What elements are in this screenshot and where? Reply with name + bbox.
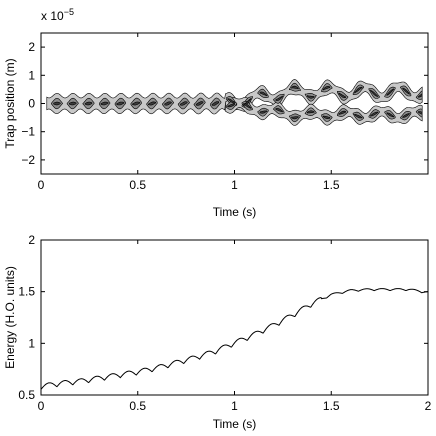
energy-x-tick-label: 0.5 bbox=[129, 399, 146, 413]
contour-fill-group bbox=[46, 79, 423, 126]
contour-panel: 0 0.5 1 1.5 2 1 0 −1 −2 x 10−5 Time (s) Trap pos… bbox=[3, 7, 429, 219]
contour-x-tick-label: 1.5 bbox=[323, 178, 340, 192]
contour-level-3-region bbox=[164, 101, 172, 106]
contour-level-3-region bbox=[275, 108, 283, 113]
contour-level-3-region bbox=[402, 87, 410, 95]
contour-level-3-region bbox=[386, 88, 394, 96]
contour-level-3-region bbox=[402, 113, 410, 118]
contour-level-3-region bbox=[53, 101, 61, 106]
contour-level-3-region bbox=[84, 101, 93, 106]
contour-level-3-region bbox=[291, 116, 299, 120]
contour-level-3-region bbox=[354, 113, 363, 119]
contour-level-3-region bbox=[291, 85, 299, 90]
contour-level-3-region bbox=[322, 115, 331, 120]
energy-y-tick-label: 0.5 bbox=[18, 388, 35, 402]
energy-x-tick-label: 1.5 bbox=[323, 399, 340, 413]
energy-plot-area bbox=[41, 240, 428, 395]
contour-level-2-region bbox=[415, 90, 423, 100]
contour-level-3-region bbox=[418, 111, 423, 115]
contour-level-3-region bbox=[259, 91, 268, 97]
contour-level-3-region bbox=[211, 101, 219, 106]
energy-x-axis-title: Time (s) bbox=[213, 417, 257, 431]
contour-level-3-region bbox=[180, 101, 188, 106]
contour-level-3-region bbox=[338, 92, 346, 98]
contour-y-tick-label: −1 bbox=[21, 125, 35, 139]
energy-y-tick-label: 1.5 bbox=[18, 285, 35, 299]
contour-level-3-region bbox=[322, 86, 331, 91]
contour-y-tick-label: −2 bbox=[21, 153, 35, 167]
contour-x-axis-title: Time (s) bbox=[213, 205, 257, 219]
contour-level-3-region bbox=[132, 101, 141, 106]
contour-level-3-region bbox=[100, 101, 109, 106]
contour-level-3-region bbox=[418, 93, 423, 98]
contour-level-3-region bbox=[195, 101, 204, 106]
contour-level-3-region bbox=[116, 101, 125, 106]
energy-axis-ticks bbox=[40, 239, 429, 396]
contour-level-3-region bbox=[259, 110, 268, 114]
contour-axis-tick-labels: 0 0.5 1 1.5 2 1 0 −1 −2 bbox=[21, 40, 340, 192]
contour-y-axis-title: Trap position (m) bbox=[3, 58, 17, 148]
energy-x-tick-label: 0 bbox=[38, 399, 45, 413]
contour-level-3-region bbox=[386, 112, 394, 118]
energy-x-tick-label: 2 bbox=[425, 399, 432, 413]
contour-y-tick-label: 2 bbox=[28, 40, 35, 54]
contour-x-tick-label: 0 bbox=[38, 178, 45, 192]
contour-level-3-region bbox=[370, 89, 379, 97]
contour-x-tick-label: 0.5 bbox=[129, 178, 146, 192]
energy-x-tick-label: 1 bbox=[231, 399, 238, 413]
contour-level-3-region bbox=[307, 110, 315, 114]
contour-level-3-region bbox=[370, 111, 379, 117]
contour-x-tick-label: 1 bbox=[231, 178, 238, 192]
contour-level-3-region bbox=[338, 110, 346, 115]
contour-level-3-region bbox=[227, 103, 235, 108]
contour-level-3-region bbox=[243, 103, 252, 109]
contour-level-3-region bbox=[307, 95, 315, 99]
contour-y-multiplier-base: x 10 bbox=[41, 9, 64, 23]
contour-level-3-region bbox=[147, 101, 156, 106]
energy-series-line bbox=[41, 288, 428, 390]
energy-axis-tick-labels: 0 0.5 1 1.5 20.511.52 bbox=[18, 233, 431, 413]
energy-y-tick-label: 1 bbox=[28, 336, 35, 350]
contour-level-3-region bbox=[354, 86, 363, 94]
contour-level-3-region bbox=[275, 95, 283, 101]
contour-y-multiplier: x 10−5 bbox=[41, 7, 74, 23]
contour-axis-ticks bbox=[40, 33, 428, 174]
energy-y-axis-title: Energy (H.O. units) bbox=[3, 266, 17, 369]
contour-y-tick-label: 1 bbox=[28, 68, 35, 82]
contour-level-3-region bbox=[69, 101, 77, 106]
energy-y-tick-label: 2 bbox=[28, 233, 35, 247]
contour-y-tick-label: 0 bbox=[28, 97, 35, 111]
energy-panel: 0 0.5 1 1.5 20.511.52 Time (s) Energy (H.O. … bbox=[3, 233, 432, 431]
contour-y-multiplier-exponent: −5 bbox=[64, 7, 74, 17]
